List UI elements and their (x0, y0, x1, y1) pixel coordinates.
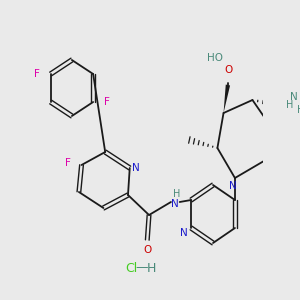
Text: H: H (172, 189, 180, 199)
Text: O: O (225, 65, 233, 75)
Text: N: N (171, 199, 178, 209)
Polygon shape (224, 85, 230, 113)
Text: —: — (136, 262, 148, 275)
Text: F: F (64, 158, 70, 168)
Text: Cl: Cl (125, 262, 138, 275)
Text: N: N (180, 228, 188, 238)
Text: F: F (34, 69, 40, 79)
Text: N: N (290, 92, 298, 102)
Text: HO: HO (207, 53, 223, 63)
Text: H: H (297, 105, 300, 115)
Text: N: N (132, 163, 140, 173)
Text: H: H (286, 100, 293, 110)
Text: O: O (143, 245, 152, 255)
Text: H: H (147, 262, 156, 275)
Text: F: F (104, 97, 110, 107)
Text: N: N (229, 181, 237, 191)
